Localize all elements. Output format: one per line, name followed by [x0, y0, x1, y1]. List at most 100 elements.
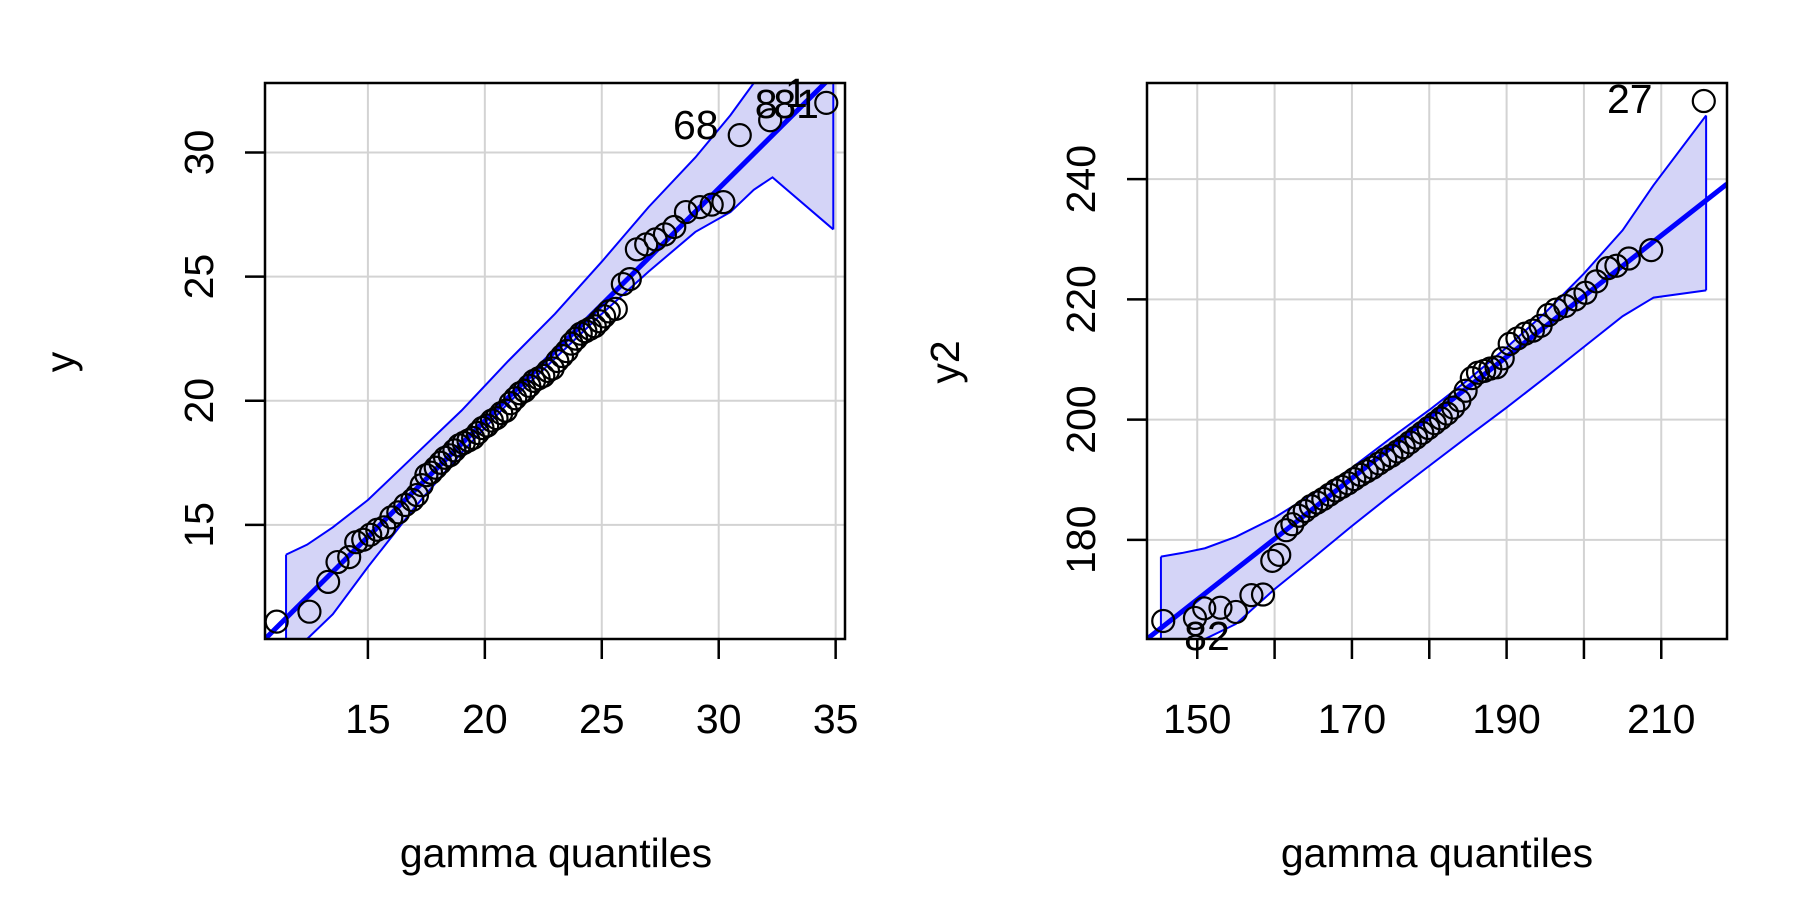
point-label: 8: [755, 81, 778, 127]
data-point: [1434, 401, 1460, 426]
data-point: [711, 190, 736, 215]
data-point: [662, 214, 687, 240]
data-point: [1182, 605, 1208, 631]
data-point: [699, 192, 724, 217]
confidence-envelope: [1159, 114, 1708, 639]
data-point: [1329, 474, 1354, 500]
y-tick-label: 240: [1058, 145, 1104, 213]
data-point: [1286, 503, 1311, 528]
data-point: [1385, 439, 1410, 464]
data-point: [1520, 318, 1545, 343]
y-axis-ticks: 15 20 25 30: [176, 130, 265, 548]
data-point: [727, 123, 752, 148]
y-tick-label: 200: [1058, 385, 1104, 453]
data-point: [610, 271, 635, 297]
data-point: [758, 108, 783, 133]
data-point: [1305, 490, 1330, 515]
data-point: [1311, 486, 1336, 512]
x-tick-label: 170: [1318, 696, 1386, 742]
envelope-upper-edge: [1160, 114, 1707, 558]
x-tick-label: 20: [462, 696, 508, 742]
data-point: [358, 522, 383, 547]
point-label: 68: [673, 102, 719, 148]
data-point: [617, 266, 642, 292]
data-point: [316, 569, 341, 595]
data-points: [1151, 88, 1716, 634]
data-point: [1691, 88, 1716, 114]
data-point: [1453, 378, 1478, 403]
data-point: [1459, 366, 1484, 391]
envelope-upper-edge: [285, 83, 834, 556]
data-point: [549, 343, 575, 369]
data-point: [1360, 455, 1385, 480]
x-axis-ticks: 150 170 190 210: [1163, 639, 1695, 742]
data-point: [554, 338, 579, 364]
y-tick-label: 220: [1058, 265, 1104, 333]
data-point: [1335, 471, 1361, 496]
y-tick-label: 30: [176, 130, 222, 176]
plot-border: [1145, 81, 1729, 641]
data-point: [1348, 462, 1373, 488]
data-point: [1616, 246, 1641, 271]
data-point: [1354, 459, 1379, 484]
x-tick-label: 35: [813, 696, 859, 742]
data-point: [386, 500, 411, 525]
data-points: [264, 90, 839, 634]
data-point: [1208, 595, 1233, 620]
y-axis-ticks: 180 200 220 240: [1058, 145, 1147, 574]
data-point: [1260, 548, 1285, 573]
plot-frame: [263, 81, 847, 641]
data-point: [1267, 542, 1292, 567]
data-point: [1274, 518, 1299, 543]
x-axis-ticks: 15 20 25 30 35: [345, 639, 858, 742]
data-point: [337, 544, 362, 570]
data-point: [1490, 346, 1515, 371]
point-label: 81: [773, 81, 819, 127]
data-point: [379, 505, 404, 530]
plot-border: [263, 81, 847, 641]
point-label: 82: [1184, 613, 1230, 659]
x-tick-label: 150: [1163, 696, 1231, 742]
data-point: [814, 90, 839, 115]
data-point: [1505, 326, 1530, 351]
x-tick-label: 30: [696, 696, 742, 742]
data-point: [1422, 411, 1447, 436]
data-point: [1298, 494, 1324, 519]
envelope-fill: [286, 83, 834, 639]
y-tick-label: 25: [176, 254, 222, 300]
data-point: [1317, 482, 1342, 507]
x-tick-label: 25: [579, 696, 625, 742]
data-point: [1379, 443, 1404, 468]
data-point: [1410, 420, 1435, 445]
y-axis-label: y: [37, 351, 83, 372]
plot-frame: [1145, 81, 1729, 641]
data-point: [1151, 608, 1176, 634]
data-point: [1397, 430, 1423, 455]
data-point: [1373, 447, 1398, 472]
y-tick-label: 15: [176, 502, 222, 548]
x-tick-label: 190: [1472, 696, 1540, 742]
data-point: [1250, 582, 1276, 607]
data-point: [592, 304, 617, 329]
data-point: [603, 296, 628, 321]
data-point: [1366, 451, 1392, 476]
envelope-lower-edge: [1160, 289, 1707, 639]
data-point: [687, 195, 713, 220]
data-point: [297, 599, 322, 624]
data-point: [1639, 238, 1664, 263]
envelope-fill: [1160, 115, 1707, 639]
x-tick-label: 210: [1627, 696, 1695, 742]
x-axis-label: gamma quantiles: [400, 830, 712, 876]
data-point: [540, 356, 565, 381]
data-point: [1391, 435, 1416, 460]
data-point: [325, 549, 350, 575]
x-axis-label: gamma quantiles: [1281, 830, 1593, 876]
data-point: [1416, 415, 1441, 441]
data-point: [1223, 599, 1249, 625]
data-point: [493, 398, 518, 423]
data-point: [1441, 395, 1466, 420]
